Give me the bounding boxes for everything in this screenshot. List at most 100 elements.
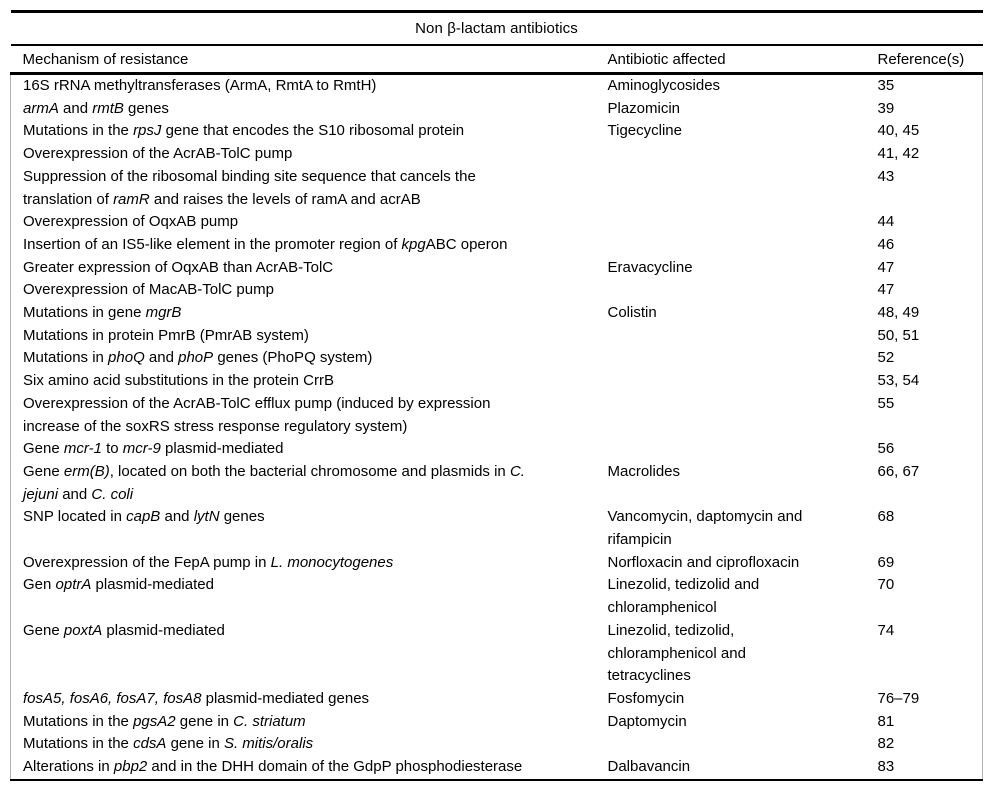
antibiotic-cell: Plazomicin: [607, 99, 681, 117]
reference-cell: 47: [877, 279, 984, 303]
mechanism-cell: Six amino acid substitutions in the prot…: [10, 370, 608, 393]
mechanism-cell: Suppression of the ribosomal binding sit…: [10, 165, 608, 212]
mechanism-cell: Mutations in phoQ and phoP genes (PhoPQ …: [10, 347, 608, 371]
table-row: Overexpression of the AcrAB-TolC efflux …: [10, 392, 984, 439]
reference-cell: 82: [877, 733, 984, 757]
antibiotic-cell: [608, 733, 878, 756]
mechanism-cell: Gen optrA plasmid-mediated: [10, 574, 608, 620]
non-beta-lactam-antibiotics-table: Non β-lactam antibiotics Mechanism of re…: [10, 10, 984, 781]
table-row: Mutations in the rpsJ gene that encodes …: [10, 120, 984, 144]
antibiotic-cell: Aminoglycosides: [607, 77, 721, 94]
table-row: fosA5, fosA6, fosA7, fosA8 plasmid-media…: [10, 687, 984, 711]
reference-cell: 53, 54: [877, 370, 984, 393]
reference-cell: 44: [877, 211, 984, 234]
mechanism-cell: Gene poxtA plasmid-mediated: [10, 619, 608, 688]
table-header-row: Mechanism of resistance Antibiotic affec…: [10, 45, 983, 75]
mechanism-cell: Gene erm(B), located on both the bacteri…: [10, 460, 608, 507]
antibiotic-cell: Linezolid, tedizolid and chloramphenicol: [607, 576, 760, 617]
antibiotic-cell: Colistin: [607, 304, 657, 322]
antibiotic-cell: [608, 393, 878, 438]
mechanism-cell: Mutations in gene mgrB: [10, 302, 608, 325]
table-row: Gene poxtA plasmid-mediated Linezolid, te…: [10, 619, 984, 688]
mechanism-cell: Mutations in the cdsA gene in S. mitis/o…: [10, 733, 608, 757]
antibiotic-cell: Linezolid, tedizolid, chloramphenicol an…: [607, 621, 746, 685]
antibiotic-cell: Macrolides: [607, 462, 681, 480]
table-row: Overexpression of OqxAB pump 44: [10, 211, 984, 234]
mechanism-cell: Alterations in pbp2 and in the DHH domai…: [10, 756, 608, 781]
table-row: Insertion of an IS5-like element in the …: [10, 233, 984, 257]
mechanism-cell: Mutations in the rpsJ gene that encodes …: [10, 120, 608, 144]
table-row: Overexpression of the AcrAB-TolC pump 41,…: [10, 143, 984, 166]
table-row: Six amino acid substitutions in the prot…: [10, 370, 984, 393]
antibiotic-cell: [608, 143, 878, 166]
reference-cell: 68: [877, 506, 984, 552]
table-row: Overexpression of MacAB-TolC pump 47: [10, 279, 984, 303]
mechanism-cell: Overexpression of the AcrAB-TolC pump: [10, 143, 608, 166]
antibiotic-cell: Dalbavancin: [607, 756, 878, 781]
reference-cell: 66, 67: [877, 460, 984, 507]
antibiotic-cell: Daptomycin: [607, 712, 687, 730]
antibiotic-cell: Tigecycline: [607, 122, 682, 140]
reference-cell: 69: [877, 551, 984, 575]
table-row: Suppression of the ribosomal binding sit…: [10, 165, 984, 212]
table-row: 16S rRNA methyltransferases (ArmA, RmtA …: [10, 73, 984, 98]
reference-cell: 55: [877, 392, 984, 439]
antibiotic-cell: [608, 211, 878, 234]
reference-cell: 74: [877, 619, 984, 688]
antibiotic-cell: [608, 166, 878, 211]
antibiotic-cell: [608, 347, 878, 370]
table-title-row: Non β-lactam antibiotics: [10, 10, 983, 46]
reference-cell: 83: [877, 756, 984, 781]
table-row: Alterations in pbp2 and in the DHH domai…: [10, 756, 984, 781]
reference-cell: 41, 42: [877, 143, 984, 166]
reference-cell: 76–79: [877, 687, 984, 711]
reference-cell: 81: [877, 710, 984, 734]
antibiotic-cell: [608, 234, 878, 257]
reference-cell: 70: [877, 574, 984, 620]
reference-cell: 47: [877, 256, 984, 280]
antibiotic-cell: [608, 279, 878, 302]
table-row: Gene erm(B), located on both the bacteri…: [10, 460, 984, 507]
table-title: Non β-lactam antibiotics: [10, 10, 983, 46]
reference-cell: 56: [877, 438, 984, 461]
reference-cell: 39: [877, 97, 984, 121]
antibiotic-cell: [608, 370, 878, 393]
table-row: Mutations in the pgsA2 gene in C. striat…: [10, 710, 984, 734]
mechanism-cell: fosA5, fosA6, fosA7, fosA8 plasmid-media…: [10, 687, 608, 711]
mechanism-cell: 16S rRNA methyltransferases (ArmA, RmtA …: [10, 73, 608, 98]
mechanism-cell: Overexpression of MacAB-TolC pump: [10, 279, 608, 303]
table-row: SNP located in capB and lytN genes Vancom…: [10, 506, 984, 552]
col-header-antibiotic: Antibiotic affected: [607, 45, 878, 75]
mechanism-cell: Overexpression of OqxAB pump: [10, 211, 608, 234]
antibiotic-cell: Vancomycin, daptomycin and rifampicin: [607, 508, 803, 549]
mechanism-cell: Gene mcr-1 to mcr-9 plasmid-mediated: [10, 438, 608, 461]
reference-cell: 46: [877, 233, 984, 257]
antibiotic-cell: Fosfomycin: [607, 689, 685, 707]
table-row: Mutations in the cdsA gene in S. mitis/o…: [10, 733, 984, 757]
table-row: Gene mcr-1 to mcr-9 plasmid-mediated 56: [10, 438, 984, 461]
reference-cell: 52: [877, 347, 984, 371]
mechanism-cell: Insertion of an IS5-like element in the …: [10, 233, 608, 257]
mechanism-cell: Overexpression of the FepA pump in L. mo…: [10, 551, 608, 575]
table-body: 16S rRNA methyltransferases (ArmA, RmtA …: [10, 73, 984, 781]
mechanism-cell: armA and rmtB genes: [10, 97, 608, 121]
antibiotic-cell: Eravacycline: [607, 258, 693, 276]
table-row: Mutations in phoQ and phoP genes (PhoPQ …: [10, 347, 984, 371]
antibiotic-cell: [608, 325, 878, 348]
mechanism-cell: Overexpression of the AcrAB-TolC efflux …: [10, 392, 608, 439]
reference-cell: 48, 49: [877, 302, 984, 325]
antibiotic-cell: [608, 438, 878, 461]
mechanism-cell: Mutations in protein PmrB (PmrAB system): [10, 324, 608, 348]
col-header-references: Reference(s): [877, 45, 983, 75]
table-row: Overexpression of the FepA pump in L. mo…: [10, 551, 984, 575]
table-row: Greater expression of OqxAB than AcrAB-T…: [10, 256, 984, 280]
table-row: armA and rmtB genes Plazomicin 39: [10, 97, 984, 121]
table-row: Mutations in gene mgrB Colistin 48, 49: [10, 302, 984, 325]
reference-cell: 40, 45: [877, 120, 984, 144]
reference-cell: 35: [877, 73, 984, 98]
col-header-mechanism: Mechanism of resistance: [10, 45, 608, 75]
mechanism-cell: Greater expression of OqxAB than AcrAB-T…: [10, 256, 608, 280]
mechanism-cell: Mutations in the pgsA2 gene in C. striat…: [10, 710, 608, 734]
table-wrapper: Non β-lactam antibiotics Mechanism of re…: [10, 10, 984, 781]
